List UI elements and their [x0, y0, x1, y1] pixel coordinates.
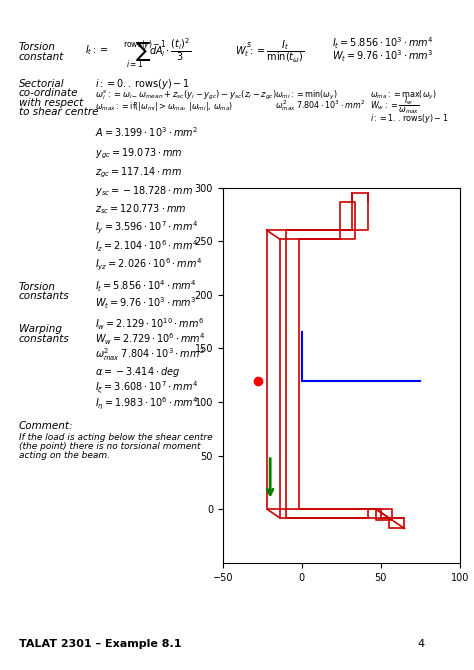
Text: $dA_i \cdot \dfrac{(t_i)^2}{3}$: $dA_i \cdot \dfrac{(t_i)^2}{3}$ [149, 36, 191, 63]
Text: $\omega_{mi} := \min(\omega_y)$: $\omega_{mi} := \min(\omega_y)$ [275, 89, 337, 103]
Text: TALAT 2301 – Example 8.1: TALAT 2301 – Example 8.1 [19, 639, 182, 649]
Text: $i=1$: $i=1$ [126, 58, 143, 69]
Text: $\omega_i^s := \omega_{i-} \omega_{mean} + z_{sc}(y_i - y_{gc}) - y_{sc}(z_i - z: $\omega_i^s := \omega_{i-} \omega_{mean}… [95, 89, 277, 103]
Text: $\omega_{ma} := \max(\omega_y)$: $\omega_{ma} := \max(\omega_y)$ [370, 89, 437, 103]
Text: $W_w := \dfrac{I_w}{\omega_{max}}$: $W_w := \dfrac{I_w}{\omega_{max}}$ [370, 94, 419, 116]
Text: $z_{gc} = 117.14 \cdot mm$: $z_{gc} = 117.14 \cdot mm$ [95, 165, 182, 180]
Text: If the load is acting below the shear centre: If the load is acting below the shear ce… [19, 433, 212, 442]
Text: acting on the beam.: acting on the beam. [19, 452, 110, 460]
Text: $z_{sc} = 120.773 \cdot mm$: $z_{sc} = 120.773 \cdot mm$ [95, 202, 186, 216]
Text: $I_\xi = 3.608 \cdot 10^7 \cdot mm^4$: $I_\xi = 3.608 \cdot 10^7 \cdot mm^4$ [95, 380, 198, 396]
Text: $I_y = 3.596 \cdot 10^7 \cdot mm^4$: $I_y = 3.596 \cdot 10^7 \cdot mm^4$ [95, 220, 198, 236]
Text: $I_z = 2.104 \cdot 10^6 \cdot mm^4$: $I_z = 2.104 \cdot 10^6 \cdot mm^4$ [95, 238, 198, 254]
Text: $\omega_{max}^2\; 7.804 \cdot 10^3 \cdot mm^2$: $\omega_{max}^2\; 7.804 \cdot 10^3 \cdot… [95, 346, 204, 362]
Text: Warping: Warping [19, 324, 62, 334]
Text: constants: constants [19, 291, 70, 302]
Text: (the point) there is no torsional moment: (the point) there is no torsional moment [19, 442, 201, 451]
Text: $\omega_{max} := \mathrm{if}(|\omega_{mi}|>\omega_{ma},\,|\omega_{mi}|,\,\omega_: $\omega_{max} := \mathrm{if}(|\omega_{mi… [95, 100, 233, 113]
Text: $I_w = 2.129 \cdot 10^{10} \cdot mm^6$: $I_w = 2.129 \cdot 10^{10} \cdot mm^6$ [95, 316, 204, 332]
Text: 4: 4 [417, 639, 424, 649]
Text: $W_t = 9.76 \cdot 10^3 \cdot mm^3$: $W_t = 9.76 \cdot 10^3 \cdot mm^3$ [332, 48, 434, 64]
Text: to shear centre: to shear centre [19, 107, 99, 117]
Text: with respect: with respect [19, 98, 83, 108]
Text: $y_{gc} = 19.073 \cdot mm$: $y_{gc} = 19.073 \cdot mm$ [95, 147, 182, 161]
Text: $I_t = 5.856 \cdot 10^3 \cdot mm^4$: $I_t = 5.856 \cdot 10^3 \cdot mm^4$ [332, 35, 434, 51]
Text: $I_t = 5.856 \cdot 10^4 \cdot mm^4$: $I_t = 5.856 \cdot 10^4 \cdot mm^4$ [95, 278, 197, 294]
Text: constants: constants [19, 334, 70, 344]
Text: Comment:: Comment: [19, 421, 73, 431]
Text: $\sum$: $\sum$ [135, 40, 151, 63]
Text: $i := 0..\,\mathrm{rows}(y)-1$: $i := 0..\,\mathrm{rows}(y)-1$ [95, 77, 190, 91]
Text: constant: constant [19, 52, 64, 62]
Text: co-ordinate: co-ordinate [19, 88, 79, 98]
Text: $y_{sc} = -18.728 \cdot mm$: $y_{sc} = -18.728 \cdot mm$ [95, 184, 193, 198]
Text: $s$: $s$ [246, 40, 252, 49]
Text: $\omega_{max}^2\; 7.804 \cdot 10^3 \cdot mm^2$: $\omega_{max}^2\; 7.804 \cdot 10^3 \cdot… [275, 98, 365, 113]
Text: $W_w = 2.729 \cdot 10^6 \cdot mm^4$: $W_w = 2.729 \cdot 10^6 \cdot mm^4$ [95, 331, 206, 347]
Text: $I_\eta = 1.983 \cdot 10^6 \cdot mm^4$: $I_\eta = 1.983 \cdot 10^6 \cdot mm^4$ [95, 396, 199, 412]
Text: $i := 1..\,\mathrm{rows}(y)-1$: $i := 1..\,\mathrm{rows}(y)-1$ [370, 112, 448, 125]
Text: $I_t :=$: $I_t :=$ [85, 44, 109, 58]
Text: $W_t = 9.76 \cdot 10^3 \cdot mm^3$: $W_t = 9.76 \cdot 10^3 \cdot mm^3$ [95, 295, 197, 311]
Text: $\mathrm{rows}(y)-1$: $\mathrm{rows}(y)-1$ [123, 38, 167, 51]
Text: $W_t :=\dfrac{I_t}{\min(t_\omega)}$: $W_t :=\dfrac{I_t}{\min(t_\omega)}$ [235, 39, 304, 65]
Text: $\alpha = -3.414 \cdot deg$: $\alpha = -3.414 \cdot deg$ [95, 365, 180, 379]
Text: Torsion: Torsion [19, 282, 56, 292]
Text: $A = 3.199 \cdot 10^3 \cdot mm^2$: $A = 3.199 \cdot 10^3 \cdot mm^2$ [95, 125, 198, 139]
Text: Torsion: Torsion [19, 42, 56, 52]
Text: Sectorial: Sectorial [19, 79, 64, 89]
Text: $I_{yz} = 2.026 \cdot 10^6 \cdot mm^4$: $I_{yz} = 2.026 \cdot 10^6 \cdot mm^4$ [95, 257, 202, 273]
